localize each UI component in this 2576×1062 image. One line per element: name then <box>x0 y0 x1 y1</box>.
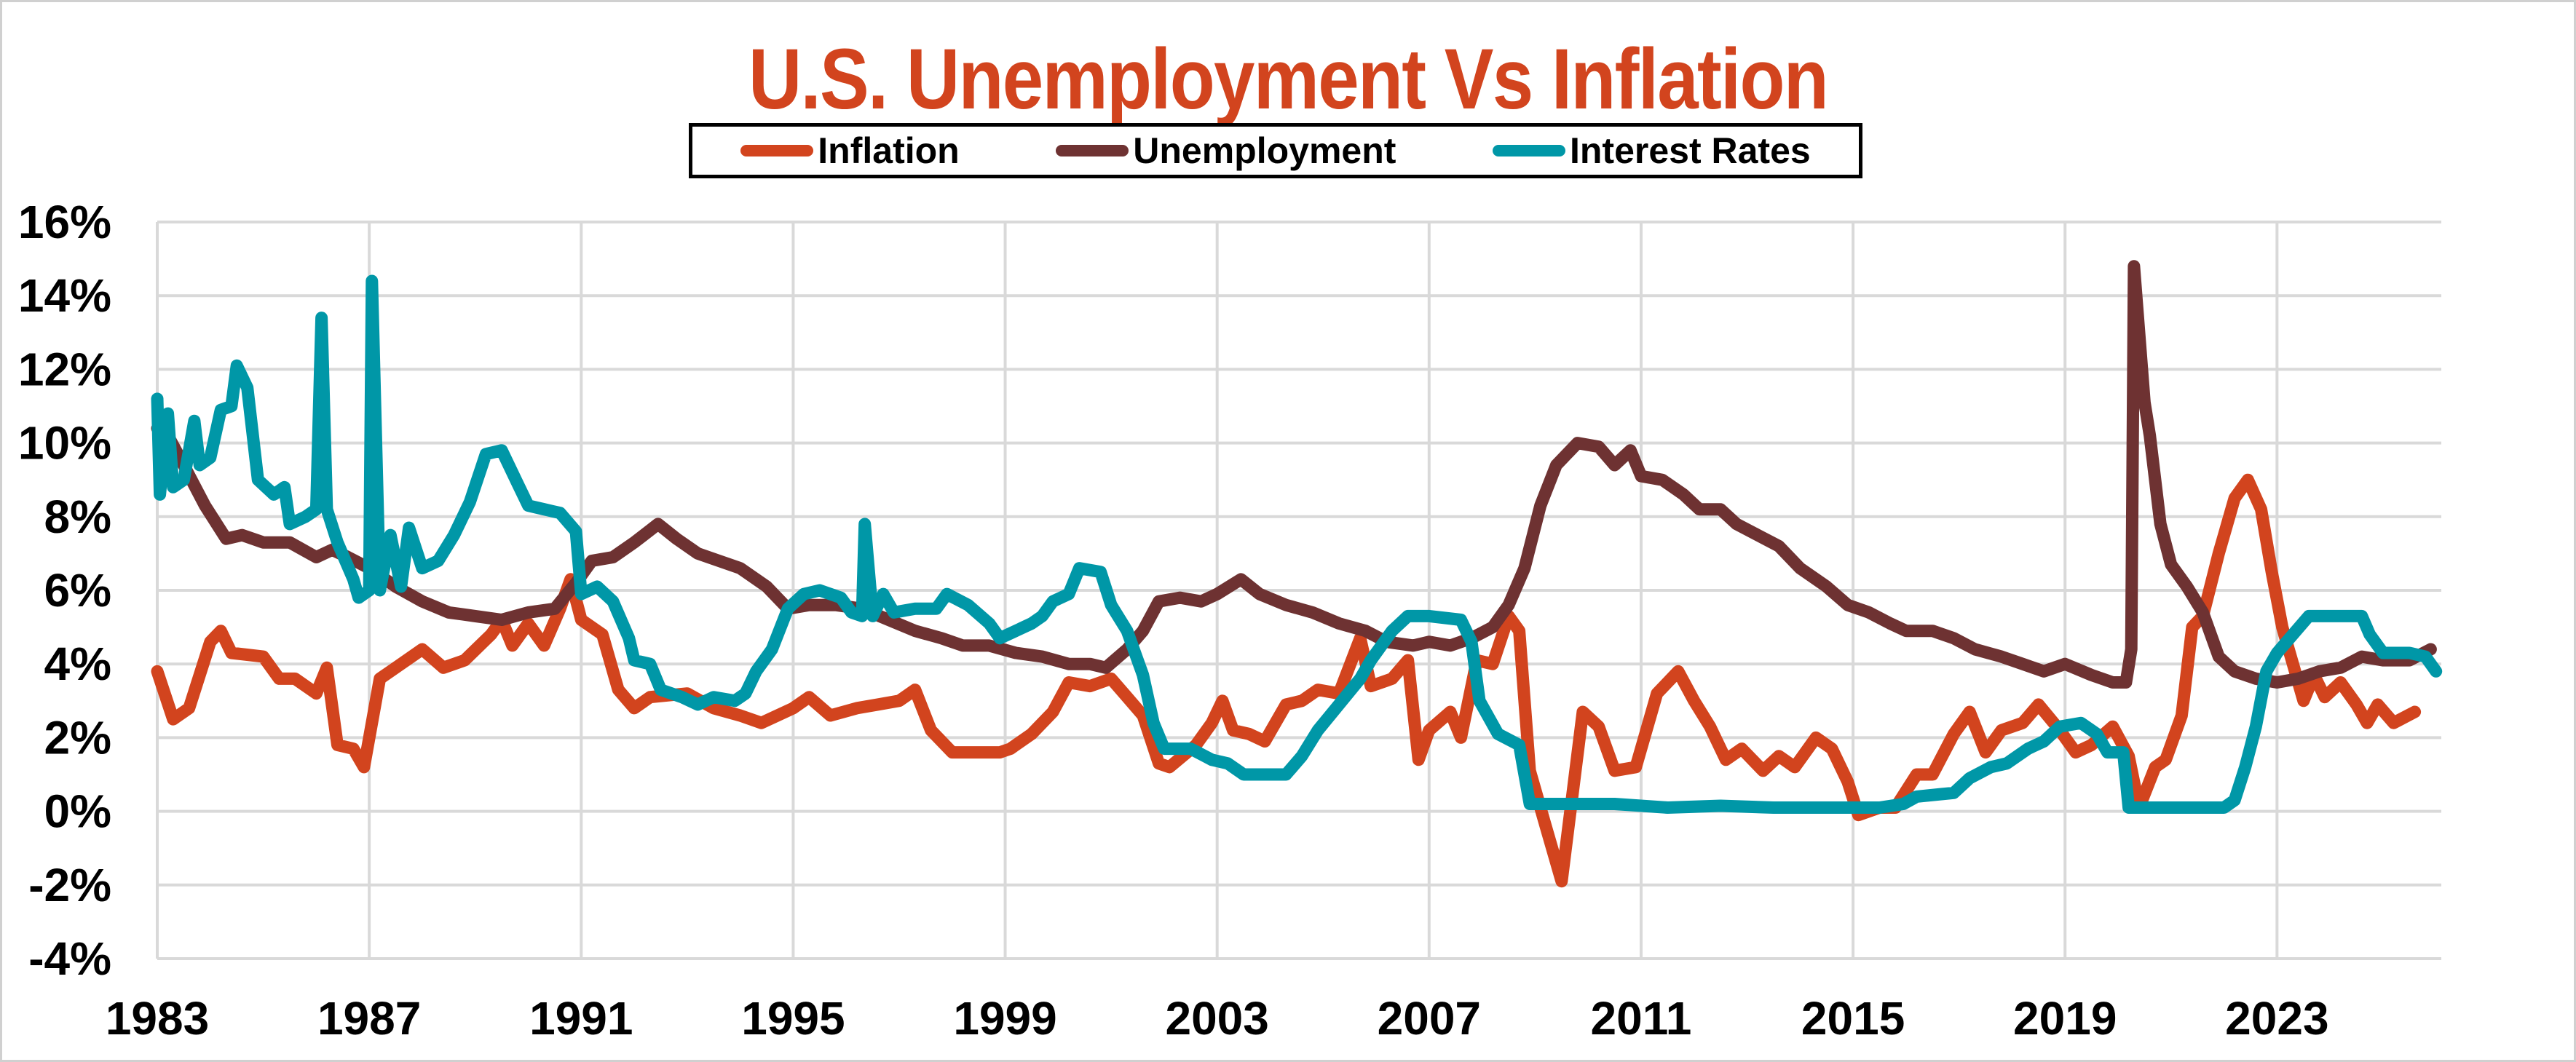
y-tick-label: -2% <box>28 859 111 911</box>
legend-label-unemployment: Unemployment <box>1133 130 1396 171</box>
legend-swatch-interest-rates <box>1493 145 1565 156</box>
y-tick-label: 16% <box>18 196 111 248</box>
legend-label-inflation: Inflation <box>818 130 960 171</box>
legend-item-unemployment: Unemployment <box>1056 130 1396 172</box>
x-tick-label: 2011 <box>1591 992 1692 1045</box>
y-tick-label: 6% <box>44 564 112 617</box>
x-tick-label: 2019 <box>2013 992 2117 1045</box>
legend-swatch-inflation <box>740 145 814 156</box>
y-tick-label: 2% <box>44 711 112 764</box>
legend: Inflation Unemployment Interest Rates <box>689 123 1862 178</box>
y-tick-label: 0% <box>44 785 112 838</box>
legend-label-interest-rates: Interest Rates <box>1570 130 1811 171</box>
legend-swatch-unemployment <box>1056 145 1129 156</box>
x-tick-label: 1987 <box>317 992 421 1045</box>
y-tick-label: 12% <box>18 343 111 395</box>
x-tick-label: 2015 <box>1801 992 1905 1045</box>
series-line-inflation <box>151 473 2422 888</box>
series-line-unemployment <box>151 260 2437 689</box>
x-tick-label: 1995 <box>741 992 845 1045</box>
x-tick-label: 1983 <box>106 992 209 1045</box>
y-tick-label: 10% <box>18 417 111 469</box>
y-tick-label: 8% <box>44 491 112 543</box>
legend-item-inflation: Inflation <box>740 130 960 172</box>
x-tick-label: 1991 <box>529 992 633 1045</box>
x-tick-label: 2007 <box>1378 992 1481 1045</box>
series-line-interest-rates <box>151 274 2443 814</box>
x-tick-label: 2003 <box>1165 992 1268 1045</box>
x-tick-label: 2023 <box>2225 992 2328 1045</box>
y-tick-label: 4% <box>44 638 112 690</box>
y-tick-label: -4% <box>28 932 111 985</box>
x-tick-label: 1999 <box>953 992 1056 1045</box>
chart-title: U.S. Unemployment Vs Inflation <box>748 31 1829 127</box>
legend-item-interest-rates: Interest Rates <box>1493 130 1811 172</box>
y-tick-label: 14% <box>18 269 111 322</box>
